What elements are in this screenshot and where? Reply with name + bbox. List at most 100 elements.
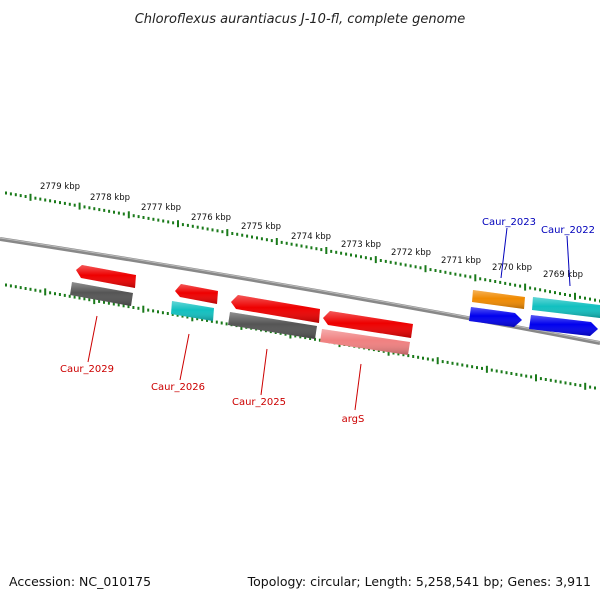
ruler-minor-tick (530, 375, 533, 379)
ruler-minor-tick (83, 297, 86, 301)
ruler-minor-tick (490, 368, 493, 372)
ruler-minor-tick (422, 356, 424, 360)
ruler-minor-tick (554, 291, 556, 295)
ruler-minor-tick (429, 268, 432, 272)
ruler-major-tick (387, 348, 390, 356)
ruler-minor-tick (399, 262, 402, 266)
ruler-minor-tick (449, 271, 452, 275)
ruler-minor-tick (431, 358, 434, 362)
ruler-minor-tick (34, 196, 37, 200)
ruler-minor-tick (476, 366, 478, 370)
ruler-minor-tick (5, 283, 7, 287)
gene-label[interactable]: Caur_2029 (60, 364, 114, 375)
ruler-minor-tick (564, 293, 566, 296)
ruler-minor-tick (171, 312, 174, 316)
ruler-minor-tick (186, 223, 189, 227)
ruler-minor-tick (142, 216, 145, 219)
kbp-label: 2770 kbp (492, 263, 532, 273)
ruler-minor-tick (459, 273, 462, 277)
ruler-minor-tick (157, 310, 159, 314)
ruler-minor-tick (340, 251, 343, 255)
ruler-minor-tick (434, 269, 437, 272)
ruler-minor-tick (29, 287, 32, 291)
ruler-minor-tick (589, 297, 591, 301)
ruler-minor-tick (444, 270, 447, 274)
ruler-minor-tick (569, 293, 571, 297)
ruler-minor-tick (564, 381, 567, 385)
ruler-minor-tick (34, 288, 37, 292)
ruler-minor-tick (122, 304, 125, 308)
ruler-minor-tick (152, 217, 155, 221)
ruler-minor-tick (231, 232, 234, 235)
ruler-minor-tick (559, 380, 562, 384)
gene-label[interactable]: Caur_2025 (232, 397, 286, 408)
ruler-minor-tick (24, 195, 27, 198)
ruler-minor-tick (504, 281, 507, 285)
ruler-minor-tick (181, 223, 184, 227)
ruler-minor-tick (280, 240, 283, 244)
ruler-minor-tick (404, 263, 407, 267)
ruler-minor-tick (68, 202, 71, 206)
ruler-minor-tick (63, 201, 66, 205)
ruler-minor-tick (446, 360, 449, 364)
ruler-minor-tick (584, 296, 586, 300)
ruler-minor-tick (137, 215, 140, 219)
ruler-minor-tick (137, 306, 140, 310)
ruler-minor-tick (454, 272, 457, 276)
ruler-minor-tick (494, 280, 497, 283)
ruler-minor-tick (539, 377, 542, 381)
ruler-minor-tick (93, 207, 96, 211)
ruler-minor-tick (469, 275, 472, 279)
ruler-minor-tick (241, 233, 244, 237)
ruler-minor-tick (108, 209, 111, 213)
ruler-minor-tick (201, 318, 204, 322)
ruler-minor-tick (305, 245, 308, 249)
kbp-label: 2778 kbp (90, 193, 130, 203)
genome-backbone (0, 237, 600, 345)
ruler-major-tick (524, 283, 527, 291)
ruler-minor-tick (318, 338, 321, 342)
ruler-minor-tick (500, 370, 503, 374)
ruler-minor-tick (464, 274, 467, 278)
ruler-minor-tick (167, 220, 170, 224)
ruler-minor-tick (514, 283, 517, 287)
ruler-major-tick (325, 247, 328, 254)
ruler-minor-tick (439, 269, 442, 273)
ruler-minor-tick (364, 256, 367, 260)
ruler-minor-tick (127, 305, 130, 309)
ruler-minor-tick (211, 228, 214, 232)
ruler-major-tick (424, 265, 427, 273)
ruler-minor-tick (299, 335, 302, 339)
ruler-minor-tick (355, 254, 357, 258)
ruler-minor-tick (63, 293, 66, 297)
ruler-minor-tick (215, 320, 218, 324)
ruler-minor-tick (147, 308, 150, 312)
ruler-minor-tick (166, 312, 169, 315)
ruler-minor-tick (394, 261, 397, 265)
ruler-minor-tick (59, 201, 61, 205)
ruler-minor-tick (147, 216, 150, 220)
ruler-minor-tick (201, 226, 204, 230)
ruler-major-tick (374, 256, 377, 264)
ruler-labels: 2779 kbp 2778 kbp 2777 kbp 2776 kbp 2775… (40, 182, 583, 280)
gene-label[interactable]: Caur_2023 (482, 217, 536, 228)
ruler-minor-tick (499, 280, 502, 284)
ruler-minor-tick (392, 351, 395, 355)
ruler-major-tick (191, 314, 194, 322)
ruler-minor-tick (510, 372, 513, 375)
gene-label[interactable]: Caur_2022 (541, 225, 595, 236)
ruler-minor-tick (68, 294, 71, 298)
ruler-minor-tick (304, 336, 307, 340)
ruler-minor-tick (221, 230, 224, 234)
ruler-minor-tick (509, 282, 512, 286)
ruler-minor-tick (290, 242, 293, 246)
ruler-minor-tick (186, 315, 189, 319)
ruler-minor-tick (162, 219, 165, 223)
ruler-minor-tick (589, 385, 592, 389)
accession-text: Accession: NC_010175 (9, 574, 151, 589)
gene-label[interactable]: argS (342, 414, 365, 425)
ruler-minor-tick (559, 292, 561, 296)
gene-label[interactable]: Caur_2026 (151, 382, 205, 393)
ruler-minor-tick (594, 386, 596, 390)
